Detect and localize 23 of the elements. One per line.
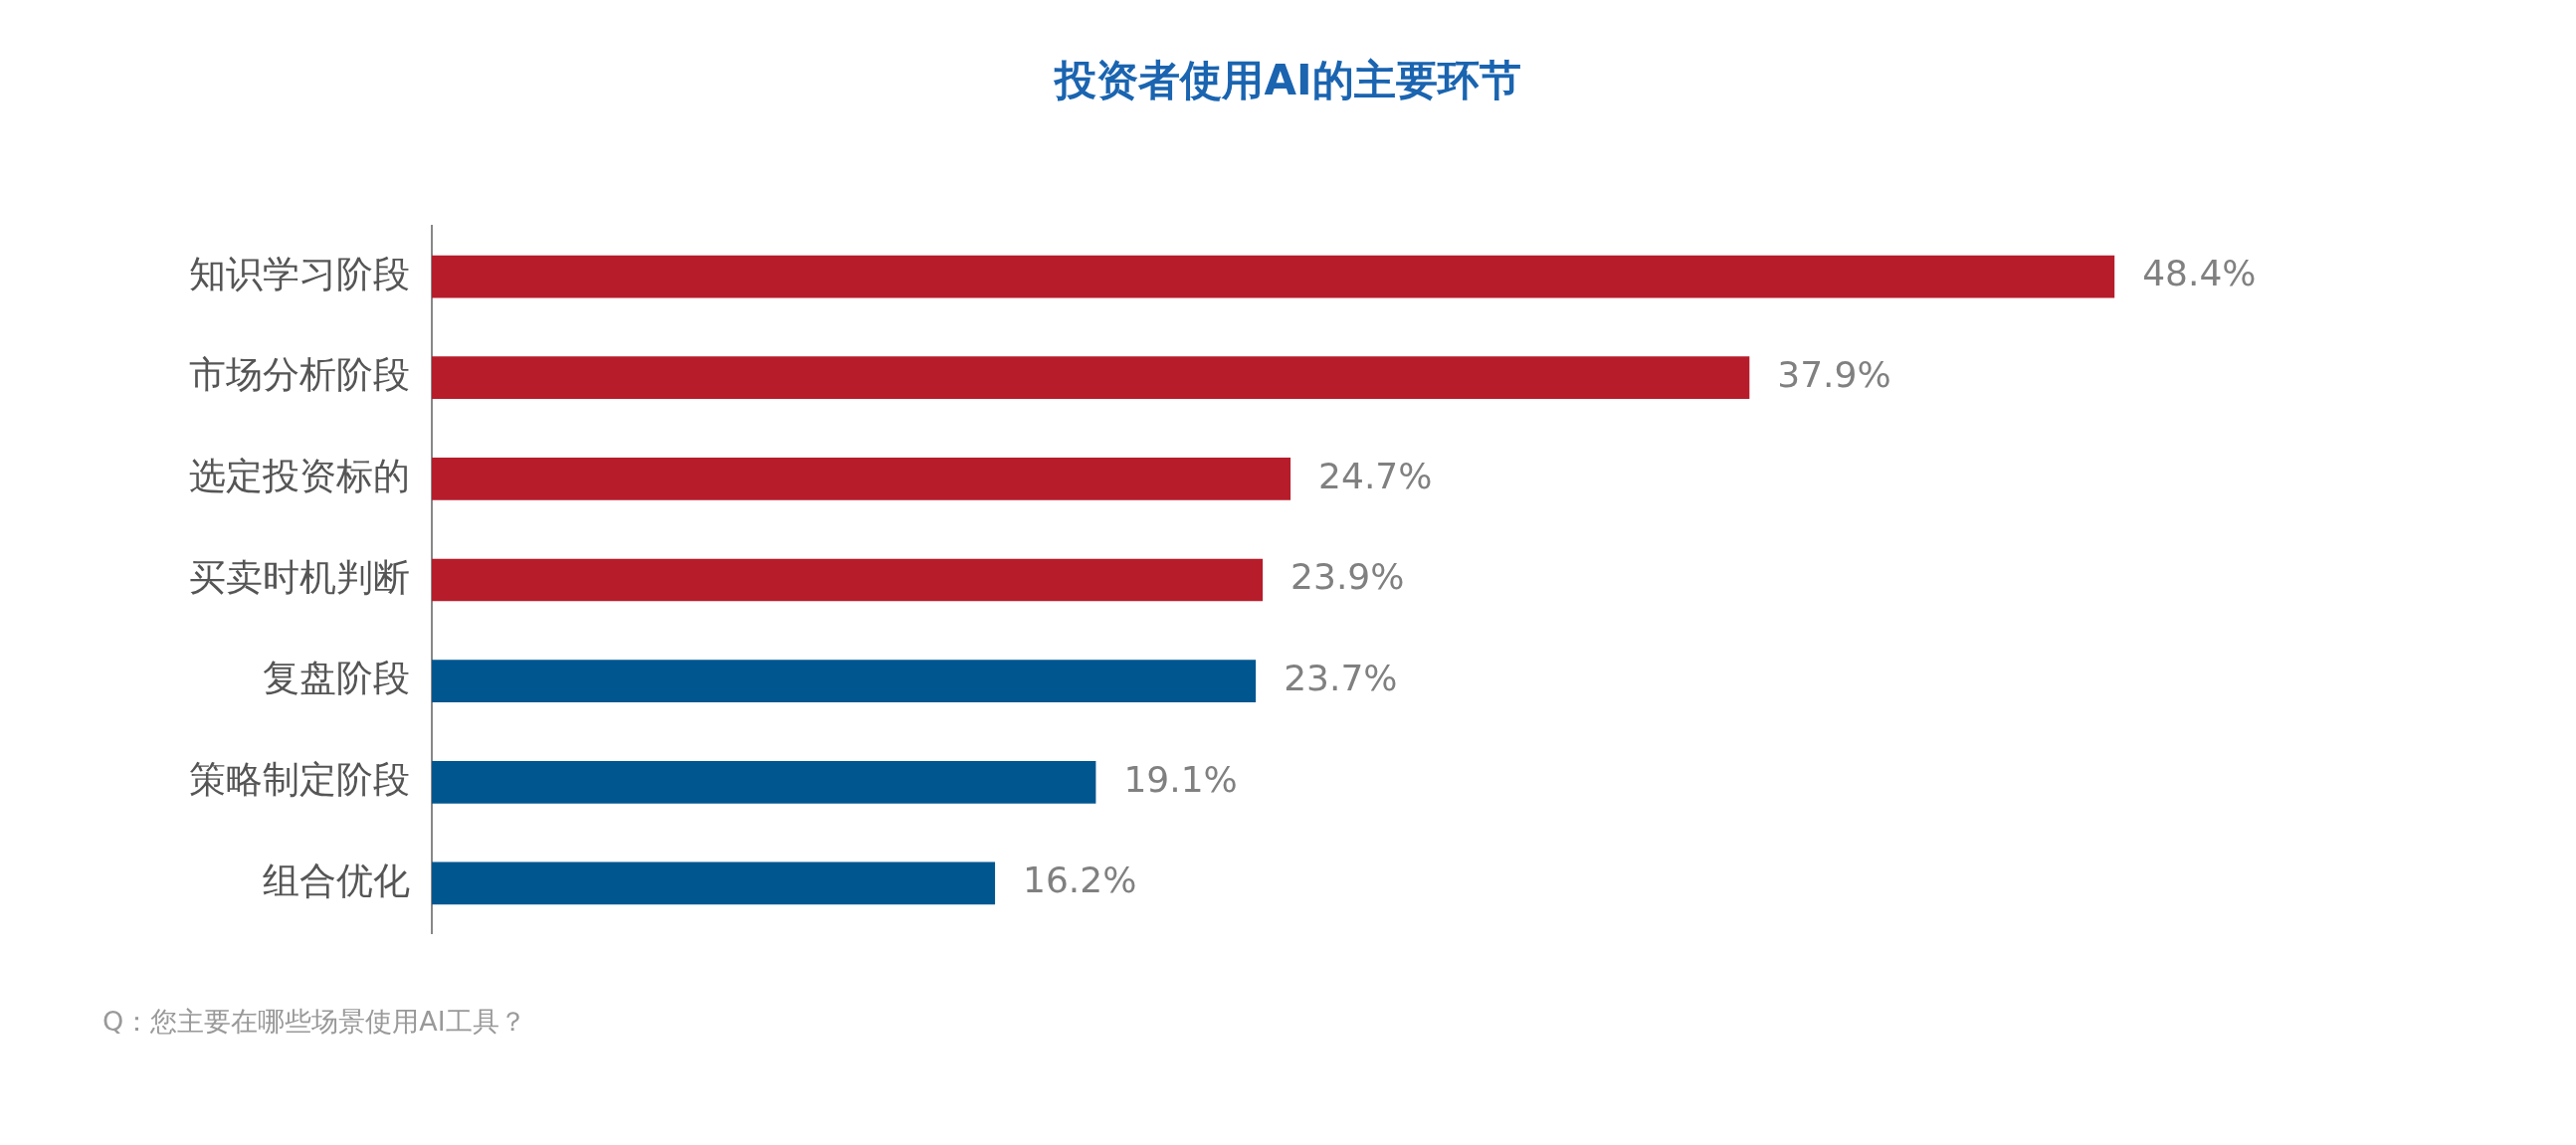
- y-tick-label: 组合优化: [263, 859, 410, 902]
- bar: [432, 861, 996, 905]
- bar: [432, 760, 1096, 804]
- data-label: 23.9%: [1290, 556, 1405, 598]
- data-label: 19.1%: [1123, 758, 1238, 800]
- bar: [432, 558, 1264, 602]
- y-tick-label: 选定投资标的: [189, 454, 410, 497]
- y-tick-label: 知识学习阶段: [189, 252, 410, 295]
- y-tick-label: 策略制定阶段: [189, 757, 410, 801]
- data-label: 24.7%: [1318, 455, 1433, 496]
- text: Q：您主要在哪些场景使用AI工具？: [102, 1005, 527, 1039]
- y-tick-label: 复盘阶段: [263, 657, 410, 700]
- bar: [432, 356, 1750, 400]
- data-label: 37.9%: [1777, 354, 1891, 396]
- y-tick-label: 市场分析阶段: [189, 353, 410, 397]
- bar: [432, 458, 1291, 500]
- bar: [432, 255, 2115, 298]
- data-label: 48.4%: [2142, 253, 2257, 294]
- data-label: 23.7%: [1284, 658, 1398, 699]
- chart-title: 投资者使用AI的主要环节: [1053, 55, 1522, 106]
- bar: [432, 660, 1257, 703]
- data-label: 16.2%: [1023, 859, 1137, 901]
- y-tick-label: 买卖时机判断: [189, 555, 410, 599]
